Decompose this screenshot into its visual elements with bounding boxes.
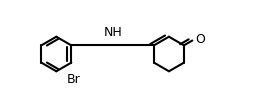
Text: NH: NH [103, 26, 122, 39]
Text: Br: Br [67, 73, 81, 86]
Text: O: O [196, 33, 206, 46]
